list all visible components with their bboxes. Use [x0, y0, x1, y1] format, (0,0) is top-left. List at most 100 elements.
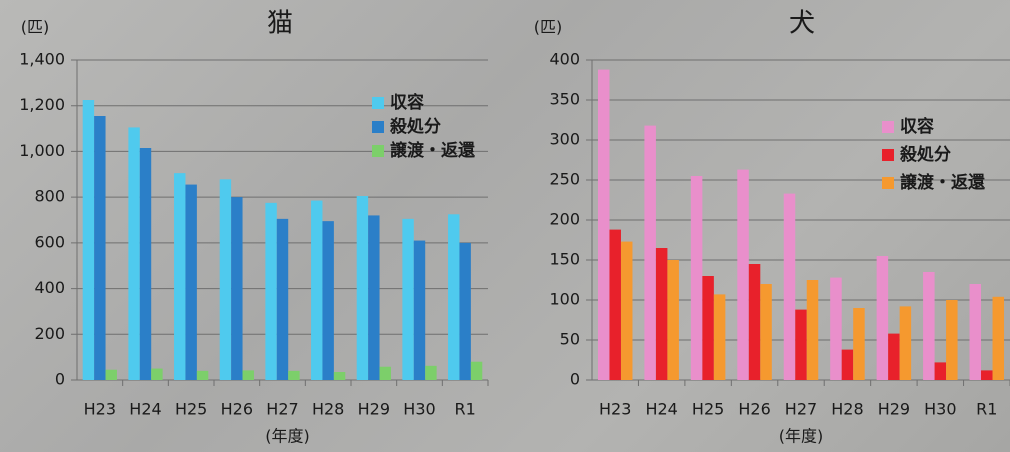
- bar: [231, 197, 242, 380]
- bar: [946, 300, 958, 380]
- legend-label: 収容: [900, 116, 934, 137]
- x-axis-label: (年度): [779, 427, 824, 446]
- bar: [888, 334, 900, 380]
- bar: [311, 201, 322, 380]
- legend-label: 殺処分: [389, 116, 441, 137]
- bar: [621, 242, 633, 380]
- legend-swatch: [882, 177, 894, 189]
- bar: [140, 148, 151, 380]
- bar: [322, 221, 333, 380]
- legend-swatch: [882, 121, 894, 133]
- bar: [784, 194, 796, 380]
- y-tick-label: 350: [549, 90, 580, 109]
- legend-label: 殺処分: [899, 144, 951, 165]
- bar: [368, 215, 379, 380]
- x-tick-label: H23: [599, 400, 631, 419]
- bar: [749, 264, 761, 380]
- bar: [128, 127, 139, 380]
- bar: [471, 362, 482, 380]
- bar: [197, 371, 208, 380]
- bar: [807, 280, 819, 380]
- y-tick-label: 200: [549, 210, 580, 229]
- x-tick-label: H28: [831, 400, 863, 419]
- legend-label: 収容: [390, 92, 424, 113]
- bar: [935, 362, 947, 380]
- bar: [609, 230, 621, 380]
- bar: [691, 176, 703, 380]
- bar: [380, 367, 391, 380]
- x-tick-label: H30: [924, 400, 956, 419]
- bar: [667, 260, 679, 380]
- y-tick-label: 150: [549, 250, 580, 269]
- bar: [334, 372, 345, 380]
- y-tick-label: 100: [549, 290, 580, 309]
- x-tick-label: H27: [266, 400, 298, 419]
- x-tick-label: H24: [645, 400, 677, 419]
- bar: [151, 369, 162, 380]
- bar: [656, 248, 668, 380]
- bar: [760, 284, 772, 380]
- bar: [644, 126, 656, 380]
- y-tick-label: 600: [34, 232, 65, 251]
- x-tick-label: H23: [84, 400, 116, 419]
- x-tick-label: H29: [358, 400, 390, 419]
- chart-title: 猫: [267, 9, 293, 39]
- y-tick-label: 400: [34, 278, 65, 297]
- y-tick-label: 200: [34, 324, 65, 343]
- x-tick-label: H27: [785, 400, 817, 419]
- page: 猫(匹)02004006008001,0001,2001,400H23H24H2…: [0, 0, 1010, 452]
- x-tick-label: H26: [738, 400, 770, 419]
- bar: [277, 219, 288, 380]
- y-tick-label: 1,400: [19, 50, 65, 69]
- x-tick-label: H28: [312, 400, 344, 419]
- y-tick-label: 50: [560, 330, 580, 349]
- bar: [425, 366, 436, 380]
- bar: [900, 306, 912, 380]
- x-tick-label: R1: [455, 400, 476, 419]
- bar: [94, 116, 105, 380]
- y-tick-label: 250: [549, 170, 580, 189]
- y-tick-label: 800: [34, 187, 65, 206]
- x-tick-label: H29: [878, 400, 910, 419]
- y-tick-label: 1,000: [19, 141, 65, 160]
- bar: [981, 370, 993, 380]
- legend-swatch: [372, 145, 384, 157]
- bar: [83, 100, 94, 380]
- bar: [702, 276, 714, 380]
- bar: [714, 294, 726, 380]
- bar: [993, 297, 1005, 380]
- legend-swatch: [372, 121, 384, 133]
- bar: [598, 70, 610, 380]
- x-tick-label: H25: [692, 400, 724, 419]
- legend-label: 譲渡・返還: [900, 172, 986, 193]
- legend-label: 譲渡・返還: [390, 140, 476, 161]
- bar: [106, 370, 117, 380]
- bar: [459, 243, 470, 380]
- bar: [795, 310, 807, 380]
- bar: [174, 173, 185, 380]
- chart-panel: 猫(匹)02004006008001,0001,2001,400H23H24H2…: [0, 0, 1010, 452]
- bar: [265, 203, 276, 380]
- bar: [185, 185, 196, 380]
- y-tick-label: 1,200: [19, 95, 65, 114]
- bar: [970, 284, 982, 380]
- legend-swatch: [882, 149, 894, 161]
- bar: [830, 278, 842, 380]
- bar: [853, 308, 865, 380]
- bar: [842, 350, 854, 380]
- y-tick-label: 400: [549, 50, 580, 69]
- chart-title: 犬: [789, 9, 815, 39]
- bar: [448, 214, 459, 380]
- y-axis-unit: (匹): [21, 18, 50, 37]
- x-tick-label: R1: [976, 400, 997, 419]
- bar: [402, 219, 413, 380]
- bar: [357, 196, 368, 380]
- bar: [737, 170, 749, 380]
- x-tick-label: H24: [129, 400, 161, 419]
- y-tick-label: 300: [549, 130, 580, 149]
- bar: [243, 370, 254, 380]
- x-tick-label: H25: [175, 400, 207, 419]
- x-axis-label: (年度): [265, 427, 310, 446]
- x-tick-label: H30: [403, 400, 435, 419]
- legend-swatch: [372, 97, 384, 109]
